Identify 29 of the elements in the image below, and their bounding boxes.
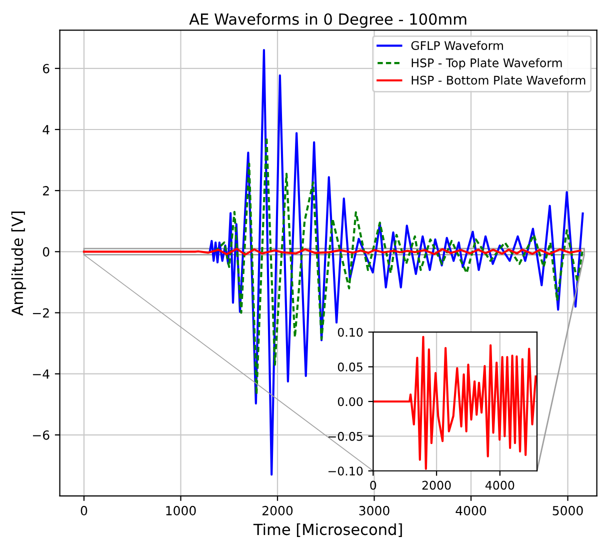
x-tick-label: 0 — [80, 506, 88, 516]
x-tick-label: 5000 — [552, 506, 583, 516]
y-tick-label: 2 — [43, 186, 49, 196]
legend-label: HSP - Bottom Plate Waveform — [412, 76, 586, 85]
y-tick-label: −0.05 — [328, 432, 362, 441]
y-tick-label: 0.10 — [338, 328, 363, 337]
y-tick-label: 4 — [42, 125, 50, 134]
line-series — [214, 136, 584, 396]
line-series — [208, 49, 584, 476]
x-tick-label: 0 — [370, 480, 376, 490]
x-tick-label: 4000 — [456, 506, 486, 516]
y-tick-label: −4 — [32, 369, 50, 379]
chart-title: AE Waveforms in 0 Degree - 100mm — [189, 13, 466, 28]
y-tick-label: 0.05 — [338, 362, 362, 372]
legend-label: HSP - Top Plate Waveform — [412, 58, 562, 70]
y-axis-title: Amplitude [V] — [11, 212, 26, 316]
x-tick-label: 2000 — [262, 506, 293, 516]
x-tick-label: 3000 — [359, 506, 390, 516]
x-tick-label: 4000 — [485, 480, 514, 490]
y-tick-label: −0.10 — [328, 466, 363, 476]
x-tick-label: 2000 — [422, 480, 451, 490]
y-tick-label: 6 — [43, 64, 50, 74]
y-tick-label: 0.00 — [338, 397, 363, 406]
legend-label: GFLP Waveform — [411, 40, 503, 50]
y-tick-label: −2 — [32, 308, 49, 318]
x-axis-title: Time [Microsecond] — [253, 523, 402, 537]
y-tick-label: −6 — [32, 430, 50, 440]
y-tick-label: 0 — [42, 247, 50, 257]
x-tick-label: 1000 — [166, 506, 196, 516]
